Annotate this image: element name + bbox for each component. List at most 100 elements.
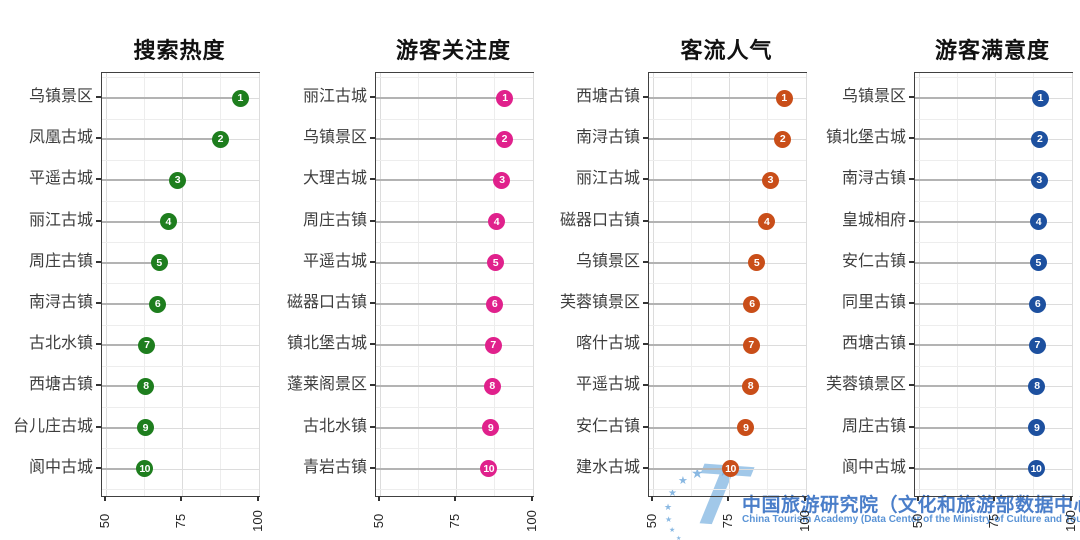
y-axis-tick bbox=[370, 343, 375, 346]
lollipop-stem bbox=[649, 220, 767, 223]
y-axis-tick bbox=[643, 425, 648, 428]
rank-dot: 8 bbox=[483, 377, 501, 395]
y-axis-category-label: 平遥古城 bbox=[28, 170, 93, 188]
y-axis-category-label: 芙蓉镇景区 bbox=[825, 376, 906, 394]
gridline-minor-horizontal bbox=[915, 365, 1072, 367]
lollipop-stem bbox=[376, 179, 502, 182]
y-axis-tick bbox=[96, 466, 101, 469]
y-axis-category-label: 建水古城 bbox=[575, 458, 640, 476]
lollipop-stem bbox=[915, 97, 1041, 99]
y-axis-tick bbox=[909, 302, 914, 304]
rank-dot: 8 bbox=[741, 377, 759, 395]
gridline-minor-horizontal bbox=[649, 407, 806, 408]
lollipop-stem bbox=[915, 303, 1038, 305]
gridline-major-horizontal bbox=[102, 221, 259, 223]
gridline-minor-horizontal bbox=[102, 118, 259, 120]
gridline-minor-horizontal bbox=[376, 242, 533, 244]
lollipop-stem bbox=[376, 303, 495, 305]
gridline-minor-horizontal bbox=[649, 448, 806, 450]
lollipop-stem bbox=[376, 97, 505, 99]
gridline-major-vertical bbox=[532, 73, 534, 496]
y-axis-tick bbox=[96, 384, 101, 387]
x-axis-tick bbox=[650, 496, 653, 501]
gridline-minor-horizontal bbox=[649, 77, 806, 79]
lollipop-stem bbox=[102, 138, 221, 141]
gridline-minor-vertical bbox=[143, 73, 145, 496]
y-axis-tick bbox=[909, 466, 914, 469]
gridline-minor-horizontal bbox=[102, 324, 259, 326]
rank-dot: 3 bbox=[168, 171, 186, 189]
y-axis-category-label: 镇北堡古城 bbox=[825, 129, 906, 147]
rank-dot: 5 bbox=[1029, 254, 1047, 272]
y-axis-tick bbox=[643, 219, 648, 222]
rank-dot: 8 bbox=[1028, 377, 1046, 395]
gridline-minor-vertical bbox=[690, 73, 692, 496]
gridline-minor-horizontal bbox=[915, 324, 1072, 326]
x-axis-tick-label: 50 bbox=[643, 513, 659, 529]
gridline-minor-horizontal bbox=[649, 324, 806, 326]
x-axis-tick bbox=[180, 496, 182, 501]
rank-dot: 7 bbox=[138, 336, 156, 354]
rank-dot: 2 bbox=[774, 130, 792, 148]
lollipop-stem bbox=[649, 97, 785, 99]
y-axis-category-label: 大理古城 bbox=[302, 170, 367, 188]
gridline-minor-horizontal bbox=[376, 159, 533, 161]
rank-dot: 5 bbox=[486, 254, 504, 272]
y-axis-category-label: 台儿庄古城 bbox=[12, 417, 93, 435]
y-axis-tick bbox=[909, 137, 914, 140]
gridline-major-vertical bbox=[918, 73, 920, 496]
gridline-major-vertical bbox=[182, 73, 183, 496]
y-axis-category-label: 周庄古镇 bbox=[841, 417, 906, 435]
x-axis-tick bbox=[916, 496, 919, 501]
x-axis-tick bbox=[727, 496, 729, 501]
rank-dot: 7 bbox=[1028, 336, 1046, 354]
y-axis-category-label: 丽江古城 bbox=[302, 88, 367, 105]
gridline-minor-horizontal bbox=[915, 489, 1072, 491]
y-axis-category-label: 阆中古城 bbox=[841, 458, 906, 476]
y-axis-tick bbox=[370, 178, 375, 181]
x-axis-tick-label: 100 bbox=[523, 510, 539, 532]
y-axis-category-label: 凤凰古城 bbox=[28, 129, 93, 147]
x-axis-tick-label: 100 bbox=[1062, 510, 1078, 532]
y-axis-tick bbox=[643, 178, 648, 181]
y-axis-tick bbox=[643, 302, 648, 304]
rank-dot: 1 bbox=[231, 89, 249, 107]
gridline-minor-horizontal bbox=[915, 201, 1072, 202]
x-axis-tick-label: 50 bbox=[909, 513, 925, 529]
y-axis-tick bbox=[96, 178, 101, 181]
gridline-major-vertical bbox=[105, 73, 107, 496]
y-axis-tick bbox=[96, 137, 101, 140]
lollipop-stem bbox=[915, 344, 1038, 347]
rank-dot: 3 bbox=[1030, 171, 1048, 189]
gridline-minor-horizontal bbox=[649, 489, 806, 491]
lollipop-stem bbox=[649, 303, 752, 305]
y-axis-tick bbox=[370, 260, 375, 263]
rank-dot: 3 bbox=[761, 171, 779, 189]
rank-dot: 9 bbox=[482, 419, 500, 437]
x-axis-tick-label: 75 bbox=[720, 513, 735, 529]
y-axis-tick bbox=[909, 343, 914, 346]
gridline-major-vertical bbox=[258, 73, 260, 496]
gridline-major-vertical bbox=[379, 73, 381, 496]
lollipop-stem bbox=[102, 344, 147, 347]
lollipop-stem bbox=[649, 344, 752, 347]
y-axis-category-label: 乌镇景区 bbox=[302, 129, 367, 147]
lollipop-stem bbox=[102, 385, 146, 388]
rank-dot: 10 bbox=[136, 460, 154, 478]
x-axis-tick bbox=[803, 496, 806, 501]
gridline-minor-vertical bbox=[220, 73, 222, 496]
rank-dot: 1 bbox=[775, 89, 793, 107]
gridline-minor-horizontal bbox=[376, 324, 533, 326]
y-axis-category-label: 磁器口古镇 bbox=[286, 294, 367, 311]
lollipop-stem bbox=[102, 261, 160, 264]
gridline-major-horizontal bbox=[102, 345, 259, 347]
x-axis-tick-label: 75 bbox=[986, 513, 1001, 529]
gridline-minor-horizontal bbox=[102, 201, 259, 202]
y-axis-tick bbox=[96, 302, 101, 304]
lollipop-stem bbox=[102, 220, 169, 223]
gridline-minor-horizontal bbox=[102, 407, 259, 408]
rank-dot: 1 bbox=[1031, 89, 1049, 107]
panel-title: 客流人气 bbox=[680, 38, 773, 63]
gridline-minor-horizontal bbox=[102, 283, 259, 285]
